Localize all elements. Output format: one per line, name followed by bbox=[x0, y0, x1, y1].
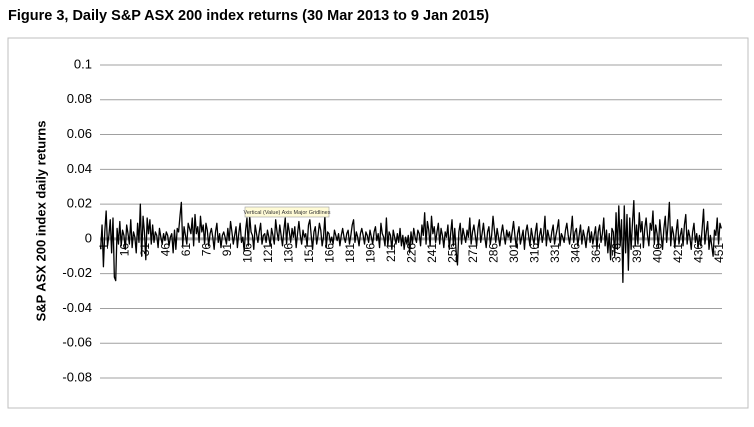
y-tick-label: 0.1 bbox=[74, 56, 92, 71]
series-line bbox=[100, 199, 722, 284]
y-tick-label: -0.06 bbox=[62, 335, 92, 350]
y-axis-label: S&P ASX 200 index daily returns bbox=[33, 121, 48, 322]
x-tick-label: 196 bbox=[363, 243, 377, 263]
x-tick-label: 46 bbox=[158, 243, 172, 257]
x-tick-label: 16 bbox=[117, 243, 131, 257]
tooltip-box bbox=[244, 206, 330, 218]
x-tick-label: 211 bbox=[384, 243, 398, 262]
x-tick-label: 136 bbox=[281, 243, 295, 263]
x-tick-label: 1 bbox=[97, 243, 111, 250]
y-tick-label: 0.06 bbox=[67, 126, 92, 141]
grid: 0.1 0.08 0.06 0.04 0.02 0 -0.02 -0.04 -0.06 -0.08 bbox=[62, 56, 722, 384]
x-tick-label: 76 bbox=[199, 243, 213, 257]
x-tick-label: 316 bbox=[527, 243, 541, 263]
x-tick-label: 436 bbox=[692, 243, 706, 263]
x-tick-label: 421 bbox=[671, 243, 685, 263]
x-tick-label: 226 bbox=[404, 243, 418, 263]
x-tick-label: 31 bbox=[138, 243, 152, 257]
x-tick-label: 181 bbox=[343, 243, 357, 263]
y-tick-label: 0.08 bbox=[67, 91, 92, 106]
y-tick-label: -0.02 bbox=[62, 265, 92, 280]
x-tick-label: 91 bbox=[220, 243, 234, 257]
chart-border bbox=[7, 37, 749, 409]
x-tick-label: 256 bbox=[445, 243, 459, 263]
x-tick-label: 331 bbox=[548, 243, 562, 263]
y-tick-label: 0 bbox=[85, 230, 92, 245]
x-tick-label: 151 bbox=[302, 243, 316, 263]
x-tick-label: 391 bbox=[630, 243, 644, 263]
x-tick-label: 286 bbox=[486, 243, 500, 263]
x-tick-label: 451 bbox=[712, 243, 726, 263]
x-tick-label: 361 bbox=[589, 243, 603, 263]
tooltip: Vertical (Value) Axis Major Gridlines bbox=[243, 206, 331, 218]
x-tick-label: 406 bbox=[651, 243, 665, 263]
x-tick-label: 61 bbox=[179, 243, 193, 257]
x-tick-label: 301 bbox=[507, 243, 521, 263]
y-tick-label: 0.02 bbox=[67, 196, 92, 211]
y-tick-label: 0.04 bbox=[67, 161, 92, 176]
x-labels: 1 16 31 46 61 76 91 106 121 136 151 166 181 196 211 226… bbox=[97, 243, 726, 263]
tooltip-text: Vertical (Value) Axis Major Gridlines bbox=[243, 210, 330, 216]
y-tick-label: -0.04 bbox=[62, 300, 92, 315]
x-tick-label: 346 bbox=[568, 243, 582, 263]
x-tick-label: 241 bbox=[425, 243, 439, 263]
chart-title: Figure 3, Daily S&P ASX 200 index return… bbox=[8, 8, 489, 24]
y-tick-label: -0.08 bbox=[62, 369, 92, 384]
x-tick-label: 166 bbox=[322, 243, 336, 263]
x-tick-label: 121 bbox=[261, 243, 275, 263]
x-tick-label: 106 bbox=[240, 243, 254, 263]
x-tick-label: 271 bbox=[466, 243, 480, 263]
x-tick-label: 376 bbox=[609, 243, 623, 263]
plot bbox=[100, 199, 722, 284]
